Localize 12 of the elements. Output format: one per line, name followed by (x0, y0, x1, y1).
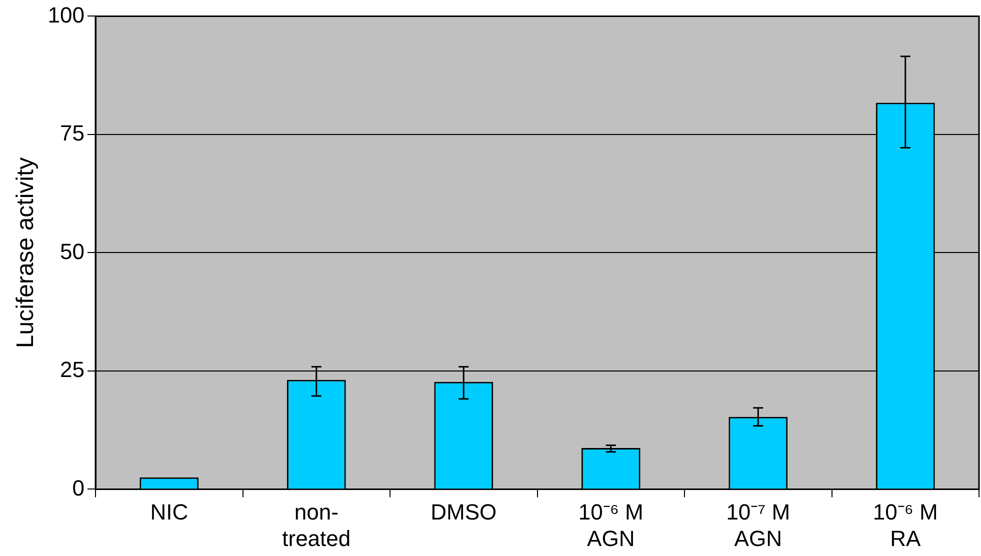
y-tick-label: 25 (60, 357, 85, 382)
y-tick-label: 75 (60, 120, 85, 146)
x-tick-label: 10⁻⁷ M AGN (726, 499, 790, 551)
x-tick-label: 10⁻⁶ M RA (872, 499, 938, 551)
x-tick-label: 10⁻⁶ M AGN (578, 499, 644, 551)
y-tick-label: 50 (60, 238, 85, 264)
x-tick-label: non-treated (282, 499, 351, 551)
x-tick-label: NIC (150, 499, 188, 524)
y-tick-label: 100 (48, 2, 85, 28)
x-tick-label: DMSO (430, 499, 497, 524)
y-axis-title: Luciferase activity (12, 157, 40, 348)
y-tick-label: 0 (72, 475, 85, 500)
